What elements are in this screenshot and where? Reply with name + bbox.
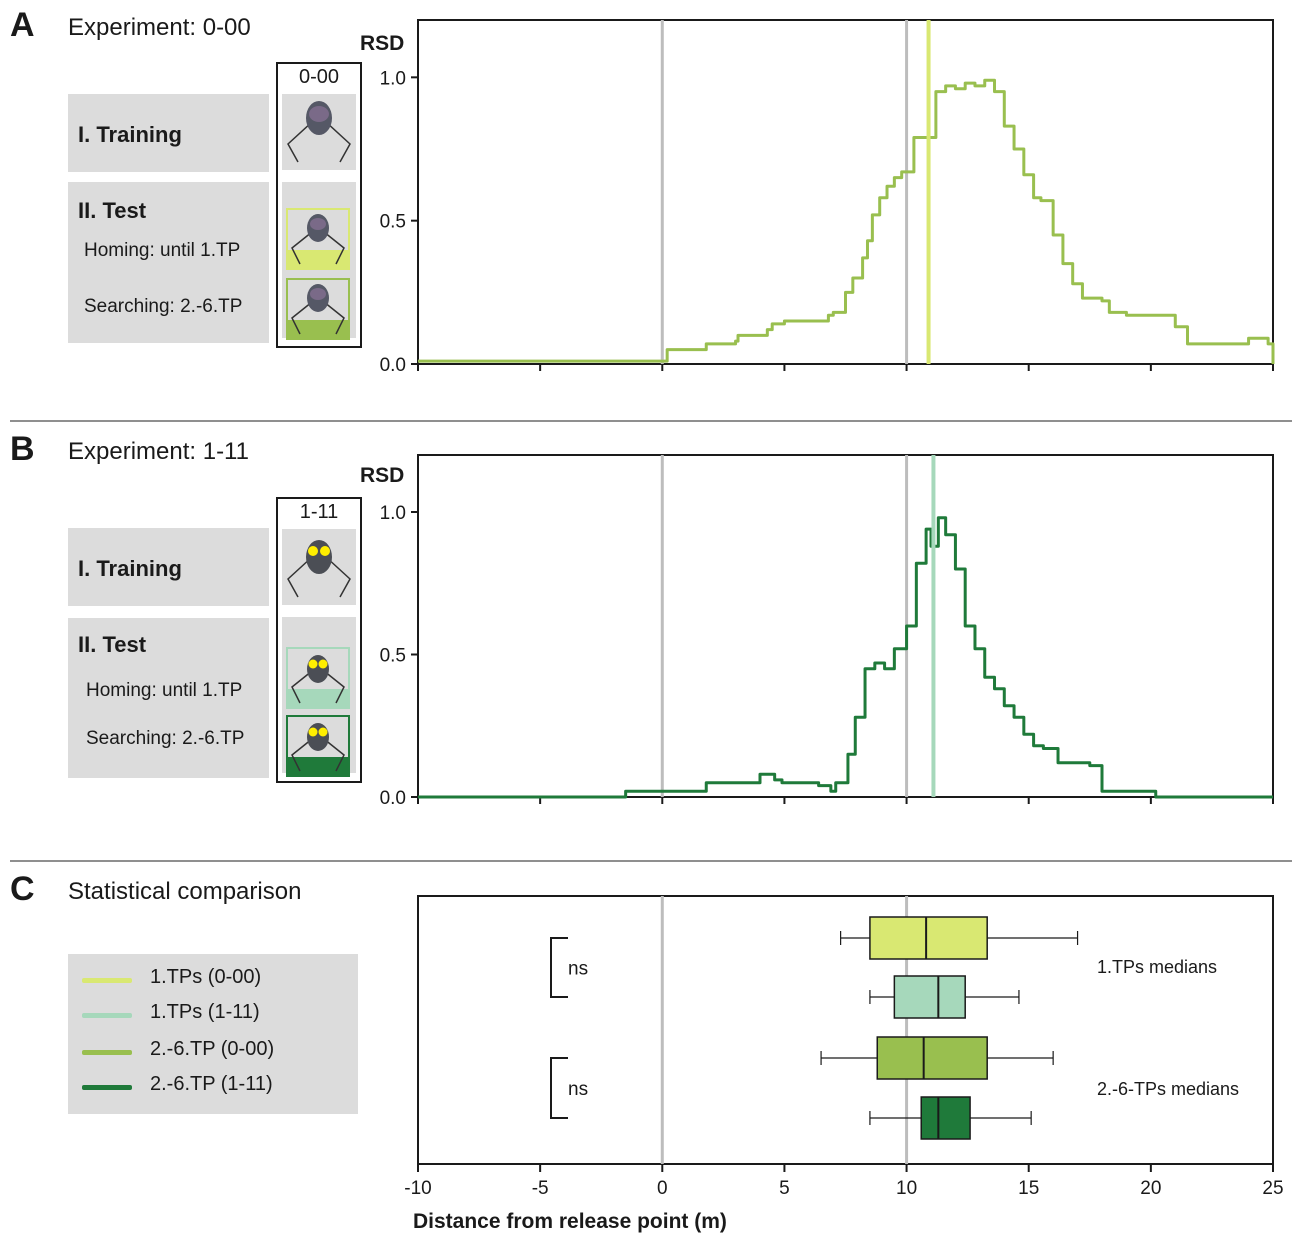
chart-c-xlabel: Distance from release point (m) <box>413 1210 727 1233</box>
training-label: I. Training <box>78 122 182 147</box>
x-tick-label: 0 <box>657 1178 668 1199</box>
box <box>920 1096 971 1140</box>
panel-c-title: Statistical comparison <box>68 878 302 905</box>
beetle-test-cell-b <box>282 617 356 777</box>
y-tick-label: 0.5 <box>380 646 406 667</box>
divider-ab <box>10 420 1292 422</box>
significance-label: ns <box>568 959 588 980</box>
training-box-a: I. Training <box>68 94 269 172</box>
legend-swatch-1tp-1-11 <box>82 1013 132 1018</box>
condition-frame-a: 0-00 <box>276 62 362 348</box>
x-tick-label: 5 <box>779 1178 790 1199</box>
plot-frame <box>417 19 1274 365</box>
searching-color-bar-a <box>288 320 348 338</box>
x-tick-label: 10 <box>896 1178 917 1199</box>
training-label: I. Training <box>78 556 182 581</box>
rsd-curve <box>418 78 1275 364</box>
chart-a-ylabel: RSD <box>360 32 404 55</box>
searching-color-bar-b <box>288 757 348 775</box>
legend-item: 1.TPs (1-11) <box>82 1001 352 1031</box>
box <box>876 1036 988 1080</box>
training-box-b: I. Training <box>68 528 269 606</box>
y-tick-label: 0.0 <box>380 788 406 809</box>
beetle-homing-icon-b <box>286 647 350 709</box>
condition-label-b: 1-11 <box>299 501 339 523</box>
legend-item: 1.TPs (0-00) <box>82 966 352 996</box>
test-label: II. Test <box>78 632 147 657</box>
y-tick-label: 0.5 <box>380 212 406 233</box>
condition-frame-b: 1-11 <box>276 497 362 783</box>
test-box-b: II. Test Homing: until 1.TP Searching: 2… <box>68 618 269 778</box>
homing-color-bar-a <box>288 250 348 268</box>
box <box>869 916 988 960</box>
searching-label: Searching: 2.-6.TP <box>84 296 243 317</box>
legend-swatch-2-6tp-1-11 <box>82 1085 132 1090</box>
chart-b: RSD 0.0 0.5 1.0 <box>360 454 1274 809</box>
panel-c-letter: C <box>10 870 35 908</box>
homing-label: Homing: until 1.TP <box>86 680 243 701</box>
legend-label: 1.TPs (1-11) <box>150 1001 260 1023</box>
legend-swatch-1tp-0-00 <box>82 978 132 983</box>
x-tick-label: -10 <box>404 1178 431 1199</box>
legend-label: 1.TPs (0-00) <box>150 966 262 988</box>
plot-frame <box>417 454 1274 798</box>
x-tick-label: 20 <box>1140 1178 1161 1199</box>
homing-color-bar-b <box>288 689 348 707</box>
y-tick-label: 1.0 <box>380 503 406 524</box>
beetle-homing-icon-a <box>286 208 350 270</box>
legend-label: 2.-6.TP (0-00) <box>150 1038 275 1060</box>
condition-label-a: 0-00 <box>298 66 340 88</box>
legend-box: 1.TPs (0-00) 1.TPs (1-11) 2.-6.TP (0-00)… <box>68 954 358 1114</box>
panel-b-letter: B <box>10 430 35 468</box>
y-tick-label: 1.0 <box>380 68 406 89</box>
legend-swatch-2-6tp-0-00 <box>82 1050 132 1055</box>
chart-b-ylabel: RSD <box>360 464 404 487</box>
panel-b-title: Experiment: 1-11 <box>68 438 249 465</box>
searching-label: Searching: 2.-6.TP <box>86 728 245 749</box>
plot-frame <box>417 895 1274 1165</box>
beetle-searching-icon-a <box>286 278 350 340</box>
group-label: 1.TPs medians <box>1097 957 1217 977</box>
x-tick-label: 25 <box>1262 1178 1283 1199</box>
test-label: II. Test <box>78 198 147 223</box>
y-tick-label: 0.0 <box>380 355 406 376</box>
x-tick-label: 15 <box>1018 1178 1039 1199</box>
group-label: 2.-6-TPs medians <box>1097 1079 1239 1099</box>
beetle-searching-icon-b <box>286 715 350 777</box>
beetle-training-icon-b <box>282 529 356 605</box>
legend-item: 2.-6.TP (0-00) <box>82 1038 352 1068</box>
divider-bc <box>10 860 1292 862</box>
legend-item: 2.-6.TP (1-11) <box>82 1073 352 1103</box>
significance-label: ns <box>568 1079 588 1100</box>
test-box-a: II. Test Homing: until 1.TP Searching: 2… <box>68 182 269 343</box>
panel-a-letter: A <box>10 6 35 44</box>
chart-a: RSD 0.0 0.5 1.0 <box>360 19 1275 376</box>
x-tick-label: -5 <box>532 1178 549 1199</box>
rsd-curve <box>418 516 1273 799</box>
beetle-test-cell-a <box>282 182 356 340</box>
beetle-training-icon-a <box>282 94 356 170</box>
box <box>893 975 966 1019</box>
significance-bracket <box>550 1057 568 1119</box>
legend-label: 2.-6.TP (1-11) <box>150 1073 273 1095</box>
homing-label: Homing: until 1.TP <box>84 240 241 261</box>
significance-bracket <box>550 937 568 998</box>
panel-a-title: Experiment: 0-00 <box>68 14 251 41</box>
